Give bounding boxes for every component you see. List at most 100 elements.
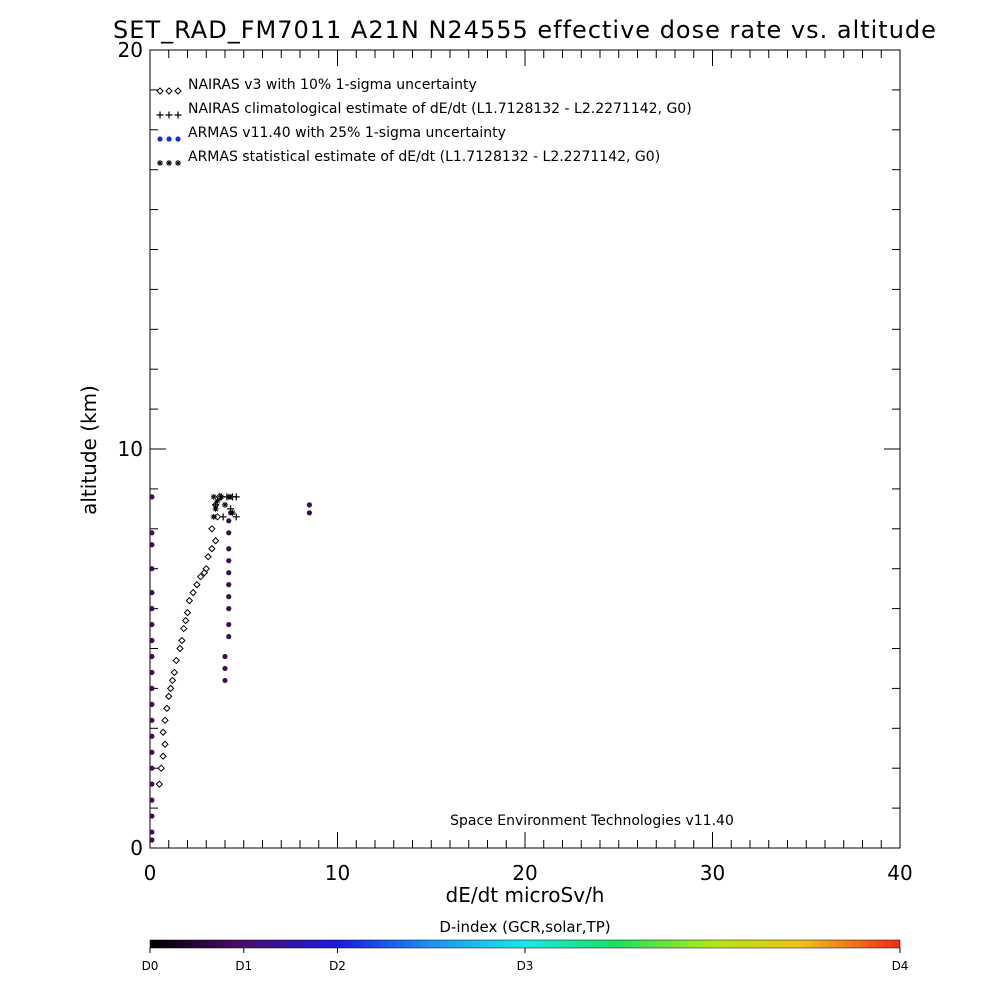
data-point	[174, 111, 182, 119]
colorbar	[149, 939, 901, 949]
data-point	[232, 513, 240, 521]
data-point	[213, 513, 222, 521]
credit-annotation: Space Environment Technologies v11.40	[450, 813, 734, 829]
colorbar-label: D4	[892, 959, 909, 973]
data-point	[208, 525, 216, 533]
data-point	[180, 624, 188, 633]
data-point	[218, 493, 225, 500]
data-point	[149, 749, 155, 755]
data-point	[172, 656, 180, 665]
data-point	[226, 621, 232, 628]
data-point	[149, 590, 155, 596]
data-point	[161, 716, 169, 725]
data-point	[175, 160, 181, 166]
x-axis	[149, 50, 901, 848]
x-tick-label: 10	[325, 861, 350, 885]
legend-item: NAIRAS v3 with 10% 1-sigma uncertainty	[156, 77, 477, 95]
data-point	[159, 728, 167, 736]
legend-label: NAIRAS climatological estimate of dE/dt …	[188, 101, 692, 117]
data-point	[219, 513, 227, 521]
data-point	[149, 530, 155, 536]
data-point	[149, 701, 155, 707]
y-axis	[150, 49, 900, 849]
data-point	[149, 797, 155, 803]
data-point	[149, 621, 155, 628]
data-point	[165, 692, 173, 701]
legend-item: NAIRAS climatological estimate of dE/dt …	[156, 101, 692, 119]
data-point	[168, 676, 177, 685]
data-point	[193, 580, 201, 589]
plot-frame	[149, 49, 901, 849]
data-point	[212, 505, 219, 512]
data-point	[149, 637, 155, 644]
data-point	[149, 837, 155, 843]
data-point	[155, 780, 164, 788]
y-tick-label: 20	[118, 38, 143, 62]
data-point	[149, 733, 155, 739]
data-point	[156, 111, 164, 119]
data-point	[189, 588, 197, 597]
data-point	[185, 596, 194, 605]
data-point	[176, 644, 184, 653]
data-point	[225, 493, 232, 500]
data-point	[165, 87, 173, 95]
y-axis-title: altitude (km)	[77, 385, 101, 515]
data-point	[306, 510, 312, 516]
tick-labels: 0 10 20 30 40 0 10 20	[118, 38, 913, 885]
data-point	[222, 501, 228, 508]
data-point	[232, 493, 240, 501]
data-point	[149, 717, 155, 723]
data-point	[222, 677, 228, 684]
data-point	[210, 513, 217, 520]
data-point	[149, 542, 155, 548]
data-point	[149, 653, 155, 660]
data-point	[161, 740, 169, 748]
data-point	[226, 633, 232, 640]
colorbar-ticks: D0 D1 D2 D3 D4	[142, 948, 909, 973]
data-point	[156, 87, 164, 95]
legend: NAIRAS v3 with 10% 1-sigma uncertainty NA…	[156, 77, 692, 166]
x-tick-label: 0	[144, 861, 157, 885]
data-point	[214, 497, 221, 504]
data-point	[204, 553, 212, 561]
data-point	[226, 594, 232, 600]
data-point	[159, 752, 167, 760]
data-point	[175, 136, 181, 142]
data-point	[149, 765, 155, 771]
data-point	[208, 545, 216, 553]
data-point	[226, 518, 232, 524]
data-points	[149, 493, 312, 843]
data-point	[210, 493, 217, 500]
data-point	[211, 537, 220, 545]
data-point	[149, 669, 155, 676]
colorbar-label: D1	[235, 959, 252, 973]
data-point	[149, 829, 155, 835]
data-point	[181, 616, 190, 625]
data-point	[170, 668, 179, 677]
data-point	[157, 160, 163, 166]
data-point	[166, 136, 172, 142]
data-point	[157, 136, 163, 142]
x-tick-label: 30	[700, 861, 725, 885]
data-point	[226, 582, 232, 588]
x-axis-title: dE/dt microSv/h	[446, 883, 605, 907]
colorbar-label: D0	[142, 959, 159, 973]
data-point	[226, 606, 232, 612]
data-point	[166, 684, 175, 693]
data-point	[149, 781, 155, 787]
y-tick-label: 10	[118, 437, 143, 461]
chart-title: SET_RAD_FM7011 A21N N24555 effective dos…	[113, 16, 937, 44]
legend-label: ARMAS v11.40 with 25% 1-sigma uncertaint…	[188, 125, 506, 141]
data-point	[226, 546, 232, 552]
data-point	[149, 813, 155, 819]
legend-label: ARMAS statistical estimate of dE/dt (L1.…	[188, 149, 660, 165]
data-point	[149, 494, 155, 500]
legend-label: NAIRAS v3 with 10% 1-sigma uncertainty	[188, 77, 477, 93]
y-tick-label: 0	[130, 836, 143, 860]
data-point	[165, 111, 173, 119]
data-point	[229, 509, 236, 516]
data-point	[222, 653, 228, 660]
data-point	[174, 87, 182, 95]
data-point	[222, 665, 228, 672]
